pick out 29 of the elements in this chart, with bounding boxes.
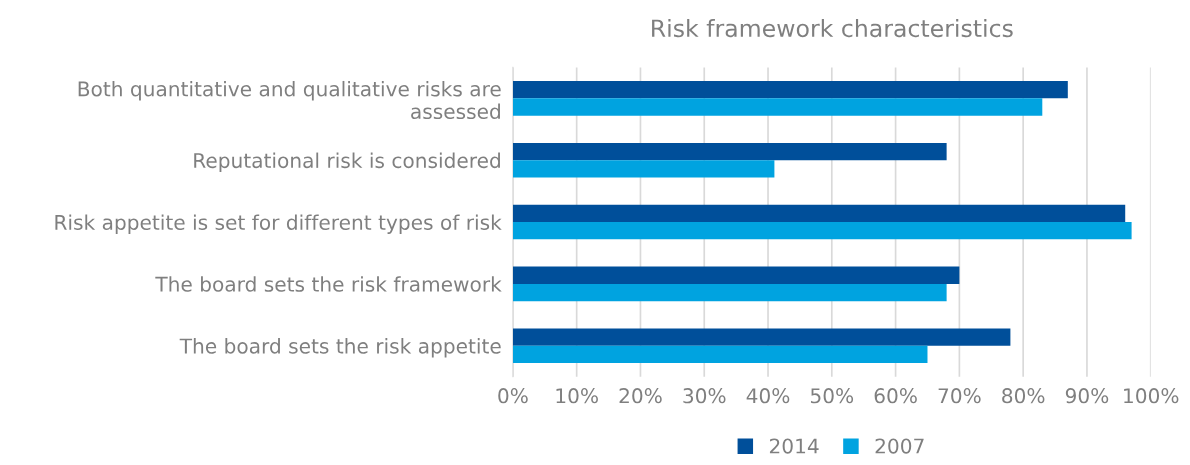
x-tick-label: 0%	[498, 388, 528, 404]
x-tick-label: 80%	[1002, 388, 1045, 404]
bar	[512, 328, 1011, 346]
bar	[512, 283, 947, 302]
y-tick-label: The board sets the risk appetite	[179, 338, 501, 358]
x-tick-label: 70%	[938, 388, 981, 404]
y-tick-label: Reputational risk is considered	[194, 152, 500, 173]
legend-label: 2007	[875, 438, 924, 454]
legend-label: 2014	[769, 438, 819, 454]
bar	[512, 160, 775, 178]
x-tick-label: 40%	[746, 388, 790, 404]
y-tick-label: Both quantitative and qualitative risks are assessed	[78, 80, 501, 120]
bar	[512, 222, 1132, 240]
x-tick-label: 50%	[810, 388, 854, 404]
bar	[512, 142, 947, 161]
y-tick-label: Risk appetite is set for different types of risk	[55, 214, 502, 234]
x-tick-label: 30%	[683, 388, 726, 404]
x-tick-label: 90%	[1065, 388, 1109, 404]
y-tick-label: The board sets the risk framework	[155, 276, 502, 292]
bar	[512, 81, 1068, 99]
x-tick-label: 10%	[556, 388, 598, 404]
bar	[512, 204, 1126, 223]
x-tick-label: 100%	[1124, 388, 1179, 404]
bar	[512, 345, 928, 364]
chart-title: Risk framework characteristics	[652, 18, 1013, 38]
bar	[512, 98, 1043, 116]
x-tick-label: 20%	[619, 388, 662, 404]
x-tick-label: 60%	[874, 388, 917, 404]
bar	[512, 266, 960, 284]
